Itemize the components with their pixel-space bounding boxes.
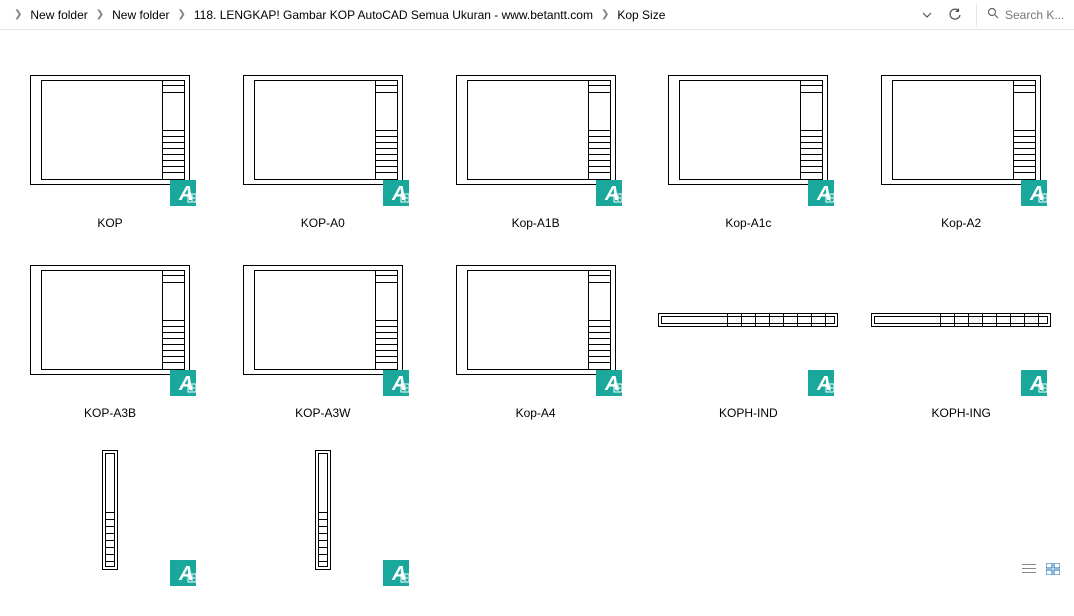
drawing-preview	[315, 450, 331, 570]
chevron-right-icon[interactable]: ❯	[595, 9, 615, 20]
file-thumbnail: A	[20, 50, 200, 210]
file-thumbnail: A	[233, 430, 413, 590]
file-tile[interactable]: A Kop-A1B	[436, 50, 636, 230]
file-tile[interactable]: A Kop-A1c	[648, 50, 848, 230]
autocad-app-icon: A	[383, 560, 409, 586]
address-toolbar: ❯ New folder ❯ New folder ❯ 118. LENGKAP…	[0, 0, 1074, 30]
file-name-label[interactable]: KOP	[97, 216, 122, 230]
file-thumbnail: A	[871, 240, 1051, 400]
autocad-app-icon: A	[383, 370, 409, 396]
file-name-label[interactable]: KOP-A0	[301, 216, 345, 230]
file-thumbnail: A	[446, 240, 626, 400]
file-name-label[interactable]: Kop-A1B	[512, 216, 560, 230]
breadcrumb-segment[interactable]: 118. LENGKAP! Gambar KOP AutoCAD Semua U…	[192, 8, 595, 22]
file-tile[interactable]: A KOP-A3B	[10, 240, 210, 420]
file-thumbnail: A	[233, 240, 413, 400]
drawing-preview	[243, 265, 403, 375]
refresh-button[interactable]	[942, 3, 968, 27]
drawing-preview	[871, 313, 1051, 327]
view-thumbnails-button[interactable]	[1046, 563, 1060, 575]
file-thumbnail: A	[658, 240, 838, 400]
file-tile[interactable]: A KOP	[10, 50, 210, 230]
file-tile[interactable]: A Kop-A4	[436, 240, 636, 420]
breadcrumb-segment[interactable]: Kop Size	[615, 8, 667, 22]
breadcrumb-segment[interactable]: New folder	[110, 8, 171, 22]
autocad-app-icon: A	[596, 370, 622, 396]
drawing-preview	[668, 75, 828, 185]
autocad-app-icon: A	[170, 180, 196, 206]
file-grid: A KOP A KOP-A0 A Kop-A1B A Kop-A1c A Kop-A2 A KOP-A…	[0, 30, 1074, 616]
file-name-label[interactable]: KOP-A3W	[295, 406, 350, 420]
autocad-app-icon: A	[383, 180, 409, 206]
breadcrumb-segment[interactable]: New folder	[28, 8, 89, 22]
file-name-label[interactable]: KOPH-IND	[719, 406, 778, 420]
history-dropdown-button[interactable]	[914, 3, 940, 27]
autocad-app-icon: A	[808, 370, 834, 396]
file-thumbnail: A	[20, 240, 200, 400]
search-box[interactable]: Search K...	[976, 3, 1066, 27]
chevron-right-icon[interactable]: ❯	[172, 9, 192, 20]
drawing-preview	[456, 265, 616, 375]
drawing-preview	[243, 75, 403, 185]
file-tile[interactable]: A KOP-A3W	[223, 240, 423, 420]
file-tile[interactable]: A KOP-A0	[223, 50, 423, 230]
chevron-right-icon[interactable]: ❯	[8, 9, 28, 20]
drawing-preview	[881, 75, 1041, 185]
autocad-app-icon: A	[1021, 180, 1047, 206]
file-thumbnail: A	[233, 50, 413, 210]
drawing-preview	[30, 75, 190, 185]
file-name-label[interactable]: KOP-A3B	[84, 406, 136, 420]
drawing-preview	[102, 450, 118, 570]
file-name-label[interactable]: Kop-A2	[941, 216, 981, 230]
file-tile[interactable]: A Kop-A2	[861, 50, 1061, 230]
autocad-app-icon: A	[596, 180, 622, 206]
status-bar	[1012, 558, 1074, 580]
drawing-preview	[30, 265, 190, 375]
file-tile[interactable]: A	[10, 430, 210, 596]
view-details-button[interactable]	[1022, 563, 1036, 575]
file-name-label[interactable]: Kop-A1c	[725, 216, 771, 230]
autocad-app-icon: A	[808, 180, 834, 206]
file-name-label[interactable]: Kop-A4	[516, 406, 556, 420]
autocad-app-icon: A	[170, 560, 196, 586]
file-thumbnail: A	[20, 430, 200, 590]
file-tile[interactable]: A KOPH-IND	[648, 240, 848, 420]
autocad-app-icon: A	[1021, 370, 1047, 396]
autocad-app-icon: A	[170, 370, 196, 396]
file-thumbnail: A	[446, 50, 626, 210]
file-tile[interactable]: A	[223, 430, 423, 596]
file-thumbnail: A	[871, 50, 1051, 210]
search-placeholder: Search K...	[1005, 8, 1064, 22]
breadcrumb[interactable]: ❯ New folder ❯ New folder ❯ 118. LENGKAP…	[8, 8, 912, 22]
chevron-right-icon[interactable]: ❯	[90, 9, 110, 20]
drawing-preview	[456, 75, 616, 185]
drawing-preview	[658, 313, 838, 327]
file-thumbnail: A	[658, 50, 838, 210]
file-tile[interactable]: A KOPH-ING	[861, 240, 1061, 420]
search-icon	[987, 7, 999, 22]
file-name-label[interactable]: KOPH-ING	[932, 406, 991, 420]
